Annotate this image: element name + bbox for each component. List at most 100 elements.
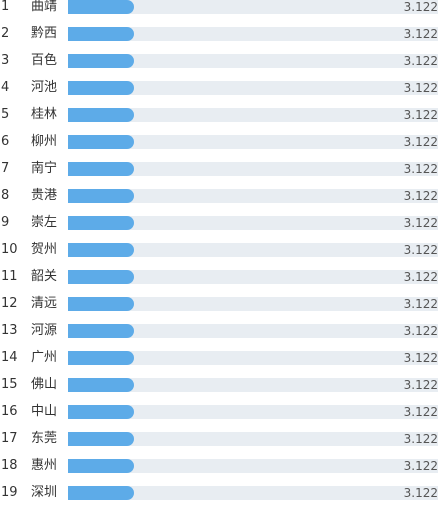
value-label: 3.122 xyxy=(403,405,438,419)
category-label: 柳州 xyxy=(31,134,58,149)
bar-track: 3.122 xyxy=(68,162,438,176)
category-label: 崇左 xyxy=(31,215,58,230)
chart-row: 5 桂林 3.122 xyxy=(0,108,438,135)
rank-label: 2 xyxy=(1,26,10,41)
bar-track: 3.122 xyxy=(68,216,438,230)
rank-label: 14 xyxy=(1,350,18,365)
bar-track: 3.122 xyxy=(68,135,438,149)
category-label: 桂林 xyxy=(31,107,58,122)
chart-row: 11 韶关 3.122 xyxy=(0,270,438,297)
rank-label: 10 xyxy=(1,242,18,257)
bar-track: 3.122 xyxy=(68,189,438,203)
chart-row: 17 东莞 3.122 xyxy=(0,432,438,459)
category-label: 东莞 xyxy=(31,431,58,446)
value-label: 3.122 xyxy=(403,27,438,41)
chart-row: 1 曲靖 3.122 xyxy=(0,0,438,27)
value-label: 3.122 xyxy=(403,351,438,365)
category-label: 南宁 xyxy=(31,161,58,176)
bar xyxy=(68,378,134,392)
rank-label: 4 xyxy=(1,80,10,95)
rank-label: 15 xyxy=(1,377,18,392)
rank-label: 13 xyxy=(1,323,18,338)
value-label: 3.122 xyxy=(403,216,438,230)
value-label: 3.122 xyxy=(403,378,438,392)
bar xyxy=(68,27,134,41)
chart-row: 8 贵港 3.122 xyxy=(0,189,438,216)
category-label: 贵港 xyxy=(31,188,58,203)
chart-row: 3 百色 3.122 xyxy=(0,54,438,81)
chart-row: 4 河池 3.122 xyxy=(0,81,438,108)
chart-row: 13 河源 3.122 xyxy=(0,324,438,351)
bar xyxy=(68,243,134,257)
category-label: 中山 xyxy=(31,404,58,419)
category-label: 广州 xyxy=(31,350,58,365)
bar xyxy=(68,297,134,311)
bar xyxy=(68,405,134,419)
bar-track: 3.122 xyxy=(68,81,438,95)
category-label: 佛山 xyxy=(31,377,58,392)
bar-track: 3.122 xyxy=(68,378,438,392)
rank-label: 16 xyxy=(1,404,18,419)
chart-row: 15 佛山 3.122 xyxy=(0,378,438,405)
bar xyxy=(68,162,134,176)
value-label: 3.122 xyxy=(403,297,438,311)
chart-row: 2 黔西 3.122 xyxy=(0,27,438,54)
chart-row: 18 惠州 3.122 xyxy=(0,459,438,486)
value-label: 3.122 xyxy=(403,108,438,122)
value-label: 3.122 xyxy=(403,486,438,500)
value-label: 3.122 xyxy=(403,54,438,68)
bar xyxy=(68,459,134,473)
rank-label: 7 xyxy=(1,161,10,176)
bar-track: 3.122 xyxy=(68,459,438,473)
rank-label: 8 xyxy=(1,188,10,203)
bar-track: 3.122 xyxy=(68,405,438,419)
rank-label: 9 xyxy=(1,215,10,230)
rank-label: 3 xyxy=(1,53,10,68)
chart-row: 10 贺州 3.122 xyxy=(0,243,438,270)
category-label: 贺州 xyxy=(31,242,58,257)
value-label: 3.122 xyxy=(403,432,438,446)
bar xyxy=(68,432,134,446)
rank-label: 6 xyxy=(1,134,10,149)
value-label: 3.122 xyxy=(403,324,438,338)
category-label: 深圳 xyxy=(31,485,58,500)
category-label: 百色 xyxy=(31,53,58,68)
bar-track: 3.122 xyxy=(68,432,438,446)
category-label: 惠州 xyxy=(31,458,58,473)
bar-track: 3.122 xyxy=(68,486,438,500)
category-label: 河池 xyxy=(31,80,58,95)
bar xyxy=(68,189,134,203)
category-label: 韶关 xyxy=(31,269,58,284)
bar-track: 3.122 xyxy=(68,324,438,338)
rank-label: 5 xyxy=(1,107,10,122)
value-label: 3.122 xyxy=(403,81,438,95)
bar xyxy=(68,108,134,122)
category-label: 黔西 xyxy=(31,26,58,41)
chart-row: 6 柳州 3.122 xyxy=(0,135,438,162)
value-label: 3.122 xyxy=(403,0,438,14)
value-label: 3.122 xyxy=(403,270,438,284)
bar-track: 3.122 xyxy=(68,270,438,284)
chart-row: 9 崇左 3.122 xyxy=(0,216,438,243)
bar-track: 3.122 xyxy=(68,351,438,365)
rank-label: 19 xyxy=(1,485,18,500)
chart-row: 14 广州 3.122 xyxy=(0,351,438,378)
bar xyxy=(68,216,134,230)
chart-row: 12 清远 3.122 xyxy=(0,297,438,324)
bar-track: 3.122 xyxy=(68,297,438,311)
category-label: 曲靖 xyxy=(31,0,58,14)
chart-row: 19 深圳 3.122 xyxy=(0,486,438,513)
bar xyxy=(68,0,134,14)
value-label: 3.122 xyxy=(403,189,438,203)
value-label: 3.122 xyxy=(403,243,438,257)
bar xyxy=(68,81,134,95)
bar xyxy=(68,54,134,68)
rank-label: 17 xyxy=(1,431,18,446)
bar xyxy=(68,486,134,500)
bar-track: 3.122 xyxy=(68,243,438,257)
category-label: 河源 xyxy=(31,323,58,338)
ranking-bar-chart: 1 曲靖 3.122 2 黔西 3.122 3 百色 3.122 4 河池 3.122 5 桂林 3.122… xyxy=(0,0,438,500)
category-label: 清远 xyxy=(31,296,58,311)
value-label: 3.122 xyxy=(403,162,438,176)
bar-track: 3.122 xyxy=(68,108,438,122)
